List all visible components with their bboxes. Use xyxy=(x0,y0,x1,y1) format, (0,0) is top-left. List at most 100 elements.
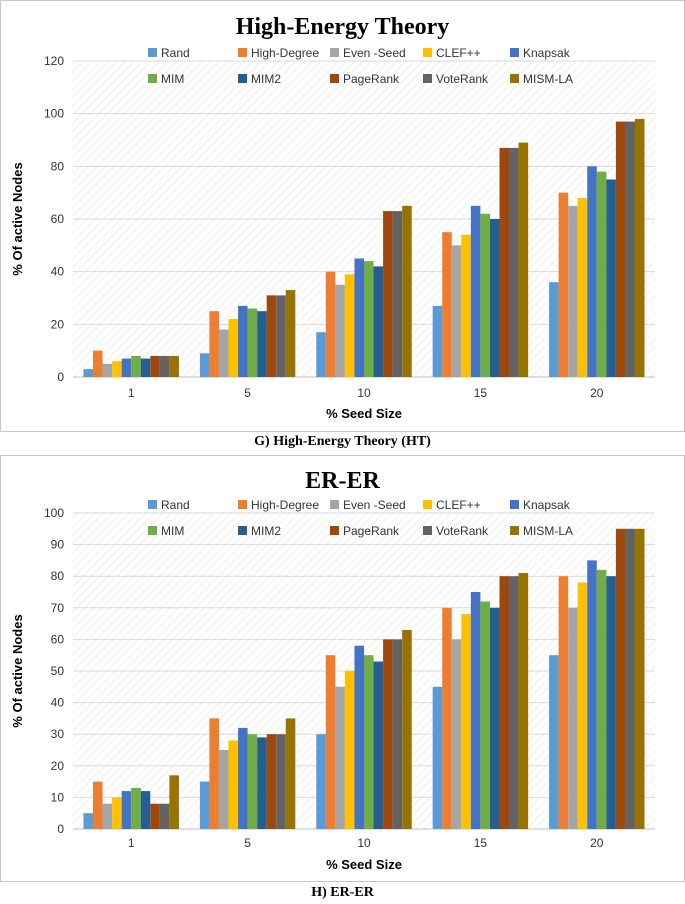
x-tick-label: 20 xyxy=(590,836,604,850)
bar-mism-la-5 xyxy=(285,290,296,377)
bar-mim2-10 xyxy=(373,661,384,829)
bar-pagerank-5 xyxy=(266,734,277,829)
y-tick-label: 30 xyxy=(51,727,65,741)
bar-pagerank-20 xyxy=(615,528,626,829)
legend-label-pagerank: PageRank xyxy=(343,72,400,86)
bar-mim-10 xyxy=(364,655,374,829)
y-tick-label: 50 xyxy=(51,664,65,678)
bar-mim-1 xyxy=(131,787,141,829)
chart-title: High-Energy Theory xyxy=(236,14,450,40)
legend-label-even-seed: Even -Seed xyxy=(343,46,406,60)
bar-rand-20 xyxy=(549,282,559,377)
bar-voterank-10 xyxy=(392,639,403,829)
bar-mism-la-1 xyxy=(169,355,179,377)
bar-voterank-20 xyxy=(625,528,635,829)
y-axis-label: % Of active Nodes xyxy=(10,162,25,275)
legend-swatch-mism-la xyxy=(510,74,519,83)
y-tick-label: 0 xyxy=(57,822,64,836)
bar-mism-la-10 xyxy=(402,205,412,377)
chart-panel-er-er: ER-ER 0 10 20 30 40 50 60 70 80 90 100 1 5 10 15 20% See… xyxy=(0,455,685,882)
bar-mism-la-20 xyxy=(634,528,645,829)
legend-swatch-rand xyxy=(148,48,157,57)
chart-title: ER-ER xyxy=(305,468,380,494)
bar-mim-15 xyxy=(480,213,490,377)
y-axis-label: % Of active Nodes xyxy=(10,614,25,727)
bar-rand-20 xyxy=(549,655,559,829)
legend-label-clef: CLEF++ xyxy=(436,498,481,512)
bar-knapsak-10 xyxy=(354,258,364,377)
legend-swatch-even-seed xyxy=(330,500,339,509)
bar-high-degree-5 xyxy=(209,311,219,377)
legend-swatch-pagerank xyxy=(330,526,339,535)
legend-label-mim: MIM xyxy=(161,524,184,538)
bar-high-degree-10 xyxy=(325,271,336,377)
legend-label-knapsak: Knapsak xyxy=(523,46,571,60)
bar-clef-5 xyxy=(228,740,239,829)
bar-high-degree-20 xyxy=(558,576,569,829)
legend-swatch-knapsak xyxy=(510,500,519,509)
bar-even-seed-20 xyxy=(568,205,578,377)
bar-mim2-20 xyxy=(606,576,616,829)
bar-rand-5 xyxy=(199,781,210,829)
y-tick-label: 80 xyxy=(51,569,65,583)
bar-mism-la-1 xyxy=(169,775,179,829)
legend-swatch-knapsak xyxy=(510,48,519,57)
bar-rand-1 xyxy=(83,369,94,377)
bar-mism-la-5 xyxy=(285,718,296,829)
legend-label-pagerank: PageRank xyxy=(343,524,400,538)
bar-clef-20 xyxy=(577,197,588,377)
y-tick-label: 0 xyxy=(57,370,64,384)
y-tick-label: 20 xyxy=(51,317,65,331)
bar-voterank-1 xyxy=(159,803,170,829)
legend-label-voterank: VoteRank xyxy=(436,72,489,86)
legend-swatch-voterank xyxy=(423,526,432,535)
x-tick-label: 20 xyxy=(590,386,604,400)
y-tick-label: 20 xyxy=(51,759,65,773)
bar-mism-la-20 xyxy=(634,118,645,377)
bar-mim2-5 xyxy=(257,737,267,829)
legend-swatch-mim xyxy=(148,74,157,83)
bar-even-seed-15 xyxy=(451,639,462,829)
x-tick-label: 10 xyxy=(357,386,371,400)
y-tick-label: 60 xyxy=(51,212,65,226)
legend-label-mim2: MIM2 xyxy=(251,524,281,538)
chart-caption-g: G) High-Energy Theory (HT) xyxy=(254,434,431,449)
bar-voterank-15 xyxy=(509,147,519,377)
bar-rand-10 xyxy=(316,734,326,829)
bar-pagerank-5 xyxy=(266,295,277,377)
bar-mim-1 xyxy=(131,355,141,377)
bar-mim-20 xyxy=(596,171,607,377)
bar-pagerank-10 xyxy=(383,211,393,377)
bar-pagerank-20 xyxy=(615,121,626,377)
bar-voterank-10 xyxy=(392,211,403,377)
bar-rand-1 xyxy=(83,813,94,829)
bar-mim2-1 xyxy=(140,358,151,377)
legend-swatch-clef xyxy=(423,48,432,57)
y-tick-label: 100 xyxy=(44,107,64,121)
bar-clef-15 xyxy=(461,234,471,377)
bar-mim2-1 xyxy=(140,791,151,829)
bar-knapsak-20 xyxy=(587,166,597,377)
bar-knapsak-15 xyxy=(470,205,481,377)
bar-even-seed-1 xyxy=(102,363,113,377)
bar-high-degree-1 xyxy=(93,781,103,829)
x-tick-label: 15 xyxy=(474,836,488,850)
x-tick-label: 15 xyxy=(474,386,488,400)
bar-knapsak-15 xyxy=(470,592,481,829)
bar-mism-la-15 xyxy=(518,142,529,377)
y-tick-label: 60 xyxy=(51,632,65,646)
bar-mim2-20 xyxy=(606,179,616,377)
bar-knapsak-1 xyxy=(121,358,132,377)
bar-high-degree-10 xyxy=(325,655,336,829)
bar-high-degree-1 xyxy=(93,350,103,377)
bar-pagerank-1 xyxy=(150,803,160,829)
bar-high-degree-20 xyxy=(558,192,569,377)
legend-label-rand: Rand xyxy=(161,498,190,512)
bar-rand-5 xyxy=(199,353,210,377)
bar-clef-5 xyxy=(228,319,239,377)
bar-pagerank-15 xyxy=(499,147,510,377)
bar-clef-10 xyxy=(344,671,355,829)
x-tick-label: 10 xyxy=(357,836,371,850)
